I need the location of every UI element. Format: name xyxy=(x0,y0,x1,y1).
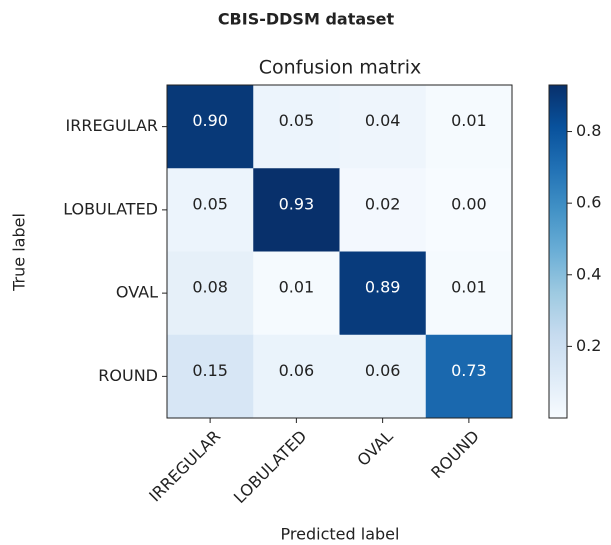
colorbar-tick-label: 0.4 xyxy=(576,264,601,283)
heatmap-cell xyxy=(253,251,340,336)
heatmap-cell xyxy=(425,168,513,252)
y-tick-label: OVAL xyxy=(116,283,158,302)
colorbar-tick-label: 0.6 xyxy=(576,193,601,212)
cell-label: 0.06 xyxy=(279,361,315,380)
cell-label: 0.08 xyxy=(192,278,228,297)
y-axis-label: True label xyxy=(10,213,29,292)
colorbar-tick-label: 0.8 xyxy=(576,121,601,140)
heatmap-cell xyxy=(167,85,254,169)
y-tick-label: LOBULATED xyxy=(63,199,158,218)
x-tick-label: OVAL xyxy=(353,427,396,470)
x-tick-label: LOBULATED xyxy=(230,427,310,507)
y-tick-label: ROUND xyxy=(98,366,158,385)
x-tick-label: IRREGULAR xyxy=(145,427,224,506)
cell-label: 0.06 xyxy=(365,361,401,380)
heatmap-cell xyxy=(425,334,513,419)
cell-label: 0.15 xyxy=(192,361,228,380)
cell-label: 0.89 xyxy=(365,278,401,297)
heatmap-cell xyxy=(339,334,427,419)
cell-label: 0.90 xyxy=(192,111,228,130)
heatmap-cell xyxy=(167,334,254,419)
cell-label: 0.01 xyxy=(451,111,487,130)
heatmap-cell xyxy=(253,85,340,169)
chart-subtitle: Confusion matrix xyxy=(259,57,421,79)
cell-label: 0.73 xyxy=(451,361,487,380)
heatmap-cell xyxy=(339,251,427,336)
plot-frame xyxy=(166,84,513,419)
y-tick-label: IRREGULAR xyxy=(65,116,158,135)
cell-label: 0.02 xyxy=(365,194,401,213)
cell-label: 0.93 xyxy=(279,194,315,213)
heatmap-cell xyxy=(339,85,427,169)
heatmap-cell xyxy=(339,168,427,252)
cell-label: 0.05 xyxy=(279,111,315,130)
chart-title: CBIS-DDSM dataset xyxy=(218,10,395,29)
x-axis-label: Predicted label xyxy=(281,525,400,544)
heatmap-cell xyxy=(167,251,254,336)
colorbar xyxy=(548,84,568,419)
cell-label: 0.01 xyxy=(451,278,487,297)
x-tick-label: ROUND xyxy=(427,427,483,483)
heatmap-cell xyxy=(167,168,254,252)
heatmap-cell xyxy=(253,334,340,419)
cell-label: 0.05 xyxy=(192,194,228,213)
cell-label: 0.01 xyxy=(279,278,315,297)
heatmap-cell xyxy=(253,168,340,252)
heatmap-cell xyxy=(425,85,513,169)
cell-label: 0.04 xyxy=(365,111,401,130)
cell-label: 0.00 xyxy=(451,194,487,213)
colorbar-tick-label: 0.2 xyxy=(576,336,601,355)
heatmap-cell xyxy=(425,251,513,336)
